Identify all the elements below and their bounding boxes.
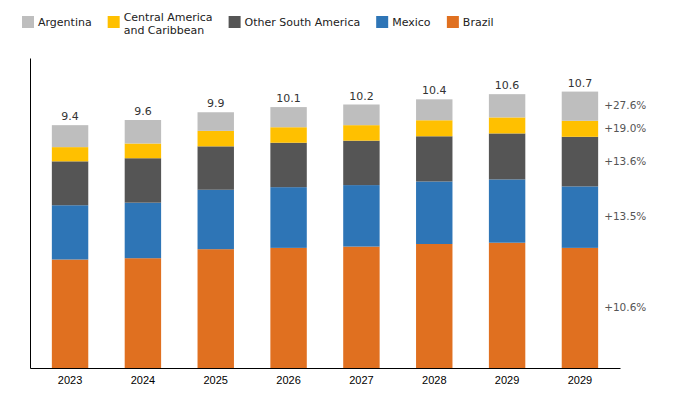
bar-segment [489,243,525,368]
bar-segment [125,203,161,259]
bar-segment [125,158,161,202]
x-tick: 2025 [203,374,227,386]
bar-series [52,243,598,368]
bar-segment [489,133,525,179]
bar-segment [125,144,161,159]
bar-segment [343,125,379,140]
bar-segment [198,146,234,189]
x-axis-line [31,368,621,369]
bar-segment [562,92,598,121]
bar-segment [125,120,161,144]
x-tick-label: 2024 [131,374,155,386]
annotation: +27.6% [604,99,646,111]
legend-item: Argentina [22,16,92,29]
bar-segment [52,147,88,161]
annotation: +19.0% [604,122,646,134]
total-label: 9.4 [61,110,79,123]
bar-segment [198,131,234,147]
annotation: +13.5% [604,210,646,222]
total-label: 9.9 [207,97,225,110]
legend-item: Brazil [447,16,494,29]
bar-segment [270,107,306,127]
legend-label: Mexico [392,16,431,29]
bar-segment [562,137,598,187]
x-axis: 2023 2024 2025 2026 2027 2028 2029 2029 [31,369,621,386]
bar-segment [489,117,525,133]
total-label: 9.6 [134,105,152,118]
bar-segment [198,112,234,131]
bar-segment [489,94,525,117]
bar-segment [52,205,88,259]
legend-swatch [108,16,120,28]
bar-segment [343,247,379,368]
total-label: 10.4 [422,84,447,97]
legend-item: Central Americaand Caribbean [108,11,213,37]
y-axis [30,59,31,369]
legend: Argentina Central Americaand Caribbean Oth… [22,11,494,37]
bar-segment [562,248,598,368]
annotation: +10.6% [604,301,646,313]
legend-item: Mexico [376,16,431,29]
legend-swatch [229,16,241,28]
bar-segment [416,244,452,368]
total-label: 10.7 [568,77,593,90]
x-tick: 2028 [422,374,446,386]
bar-segment [270,143,306,187]
x-tick: 2029 [495,374,519,386]
bar-segment [562,186,598,247]
legend-label: Brazil [463,16,494,29]
annotations: +27.6% +19.0% +13.6% +13.5% +10.6% [604,99,646,313]
bar-segment [416,120,452,136]
bar-series [52,92,598,148]
total-label: 10.2 [349,90,374,103]
bar-segment [270,187,306,248]
x-tick: 2026 [276,374,300,386]
legend-swatch [447,16,459,28]
total-label: 10.6 [495,79,520,92]
bar-segment [52,161,88,205]
total-label: 10.1 [276,92,301,105]
total-labels: 9.4 9.6 9.9 10.1 10.2 10.4 10.6 10.7 [61,77,592,124]
legend-item: Other South America [229,16,361,29]
bars [52,92,598,368]
bar-segment [52,125,88,147]
bar-series [52,133,598,205]
bar-segment [270,248,306,368]
bar-segment [270,127,306,143]
bar-segment [562,121,598,137]
x-tick: 2024 [131,374,155,386]
bar-segment [52,260,88,369]
bar-segment [416,136,452,181]
plot: 202320242025202620272028202920299.49.69.… [31,59,647,386]
legend-label: Other South America [245,16,361,29]
chart: 202320242025202620272028202920299.49.69.… [0,0,700,400]
x-tick-label: 2026 [276,374,300,386]
bar-segment [489,179,525,242]
bar-segment [343,141,379,185]
bar-series [52,117,598,161]
bar-segment [416,99,452,120]
legend-swatch [22,16,34,28]
legend-label: Argentina [38,16,92,29]
x-tick-label: 2027 [349,374,373,386]
x-tick: 2023 [58,374,82,386]
y-axis-line [30,59,31,369]
bar-segment [416,181,452,244]
x-tick-label: 2028 [422,374,446,386]
x-tick-label: 2025 [203,374,227,386]
x-tick-label: 2029 [568,374,592,386]
bar-segment [198,249,234,368]
bar-segment [125,258,161,368]
x-tick-label: 2023 [58,374,82,386]
bar-segment [343,185,379,246]
x-tick: 2027 [349,374,373,386]
legend-label: Central Americaand Caribbean [124,11,213,37]
x-tick-label: 2029 [495,374,519,386]
annotation: +13.6% [604,155,646,167]
bar-segment [343,105,379,126]
x-tick: 2029 [568,374,592,386]
bar-segment [198,190,234,249]
legend-swatch [376,16,388,28]
